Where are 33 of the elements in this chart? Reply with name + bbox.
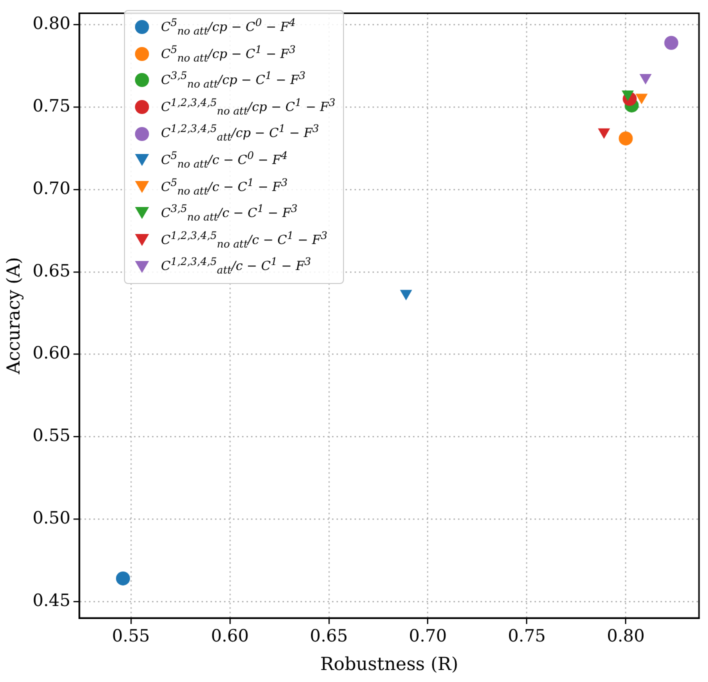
legend-label: C$^{1,2,3,4,5}$$_{att}$/c − C$^{1}$ − F$^{3}$ — [161, 256, 312, 277]
y-tick-label: 0.70 — [32, 178, 70, 199]
x-tick-label: 0.80 — [606, 626, 645, 647]
legend-label: C$^{1,2,3,4,5}$$_{no att}$/c − C$^{1}$ − F$^{3}$ — [161, 230, 328, 250]
x-tick-label: 0.70 — [408, 626, 447, 647]
point — [116, 571, 130, 586]
y-axis-title: Accuracy (A) — [3, 257, 24, 376]
y-tick-label: 0.45 — [32, 590, 70, 611]
legend-label: C$^{3,5}$$_{no att}$/cp − C$^{1}$ − F$^{3}$ — [161, 70, 306, 91]
point — [639, 74, 652, 84]
x-tick-label: 0.75 — [508, 626, 546, 647]
y-tick-label: 0.60 — [32, 344, 70, 364]
y-tick-label: 0.50 — [32, 508, 70, 529]
y-tick-label: 0.80 — [32, 14, 70, 34]
legend-label: C$^{1,2,3,4,5}$$_{att}$/cp − C$^{1}$ − F$^{3}$ — [161, 123, 320, 144]
y-tick-label: 0.55 — [32, 426, 70, 446]
point — [400, 290, 412, 300]
x-tick-label: 0.55 — [112, 626, 150, 647]
point — [618, 131, 633, 146]
point — [636, 94, 648, 104]
x-tick-label: 0.65 — [310, 626, 348, 647]
legend-label: C$^{5}$$_{no att}$/cp − C$^{1}$ − F$^{3}$ — [161, 44, 296, 64]
x-axis-title: Robustness (R) — [320, 654, 458, 675]
legend-label: C$^{5}$$_{no att}$/cp − C$^{0}$ − F$^{4}$ — [161, 16, 296, 38]
legend-label: C$^{1,2,3,4,5}$$_{no att}$/cp − C$^{1}$ − F$^{3}$ — [161, 96, 336, 118]
x-tick-label: 0.60 — [210, 626, 249, 647]
legend-label: C$^{5}$$_{no att}$/c − C$^{1}$ − F$^{3}$ — [161, 176, 288, 198]
y-tick-label: 0.65 — [32, 261, 70, 282]
y-tick-label: 0.75 — [32, 96, 70, 117]
legend-label: C$^{5}$$_{no att}$/c − C$^{0}$ − F$^{4}$ — [161, 150, 288, 171]
legend-label: C$^{3,5}$$_{no att}$/c − C$^{1}$ − F$^{3}$ — [161, 203, 298, 224]
point — [622, 90, 634, 101]
point — [598, 128, 610, 139]
